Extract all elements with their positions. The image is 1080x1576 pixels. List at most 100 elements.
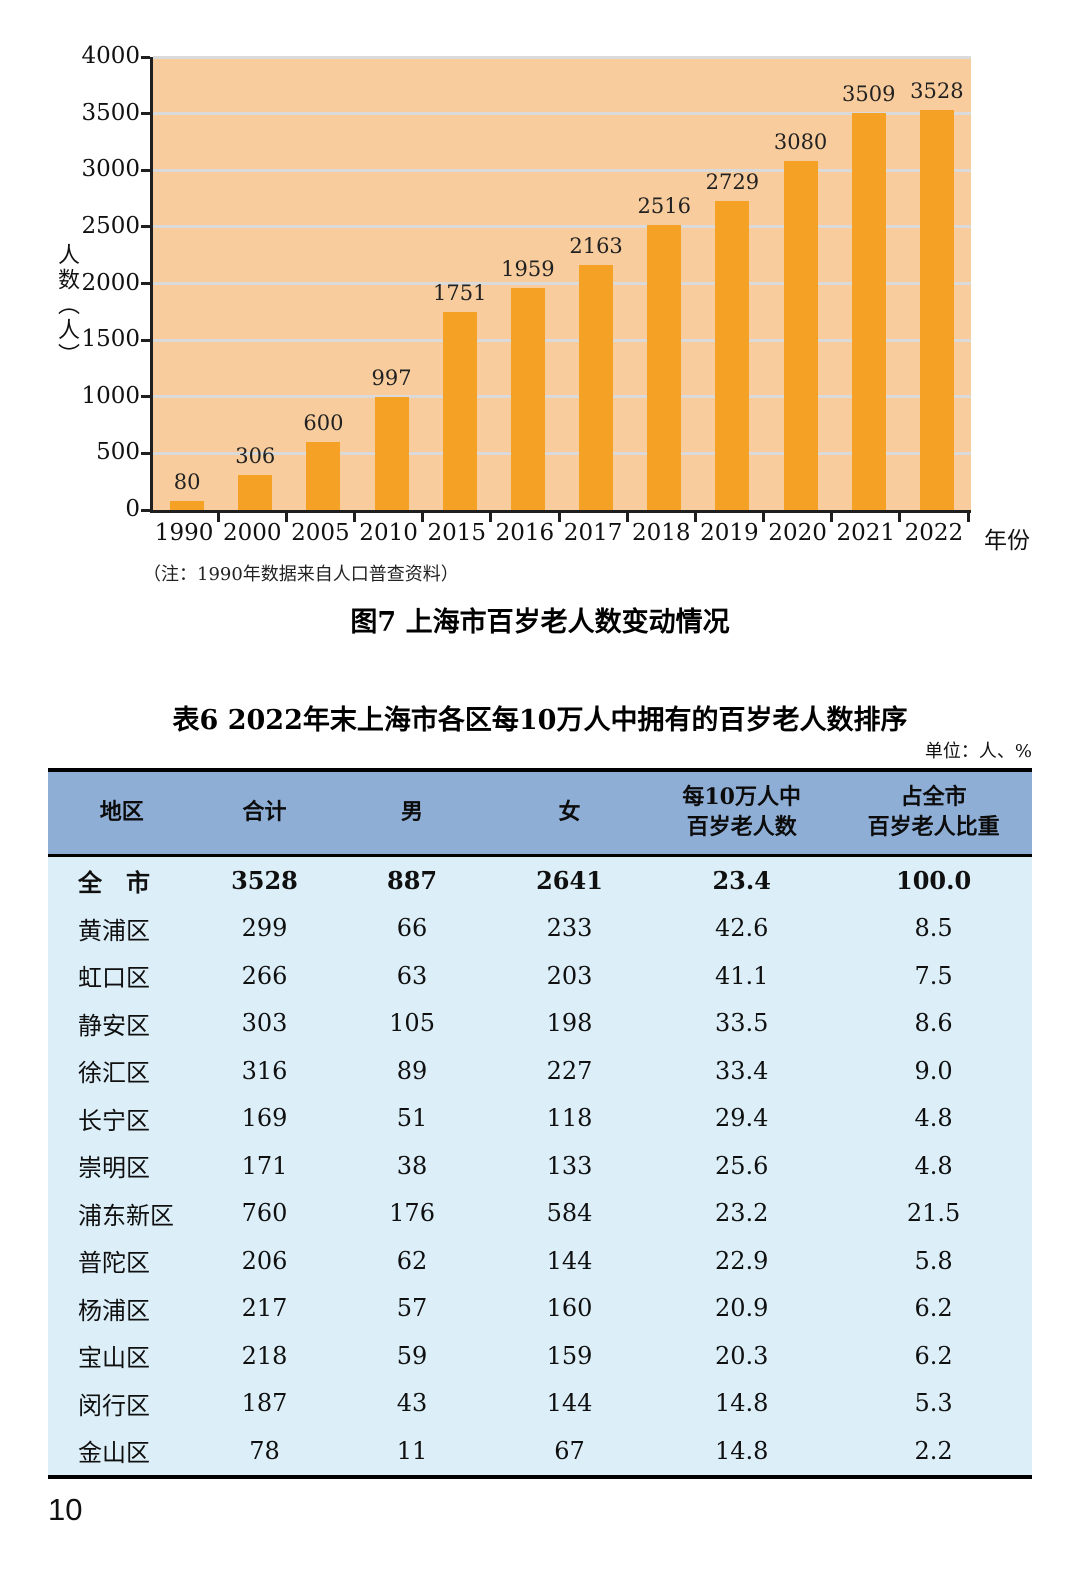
y-axis-tick xyxy=(141,508,150,512)
total-cell: 303 xyxy=(241,1009,288,1038)
bar-value-label: 2163 xyxy=(569,234,623,259)
x-tick-label: 2019 xyxy=(700,520,759,546)
share-cell: 5.8 xyxy=(914,1246,953,1275)
y-axis-tick xyxy=(141,55,150,59)
table-row: 金山区 78 11 67 14.8 2.2 xyxy=(48,1427,1032,1477)
table-row: 黄浦区 299 66 233 42.6 8.5 xyxy=(48,905,1032,953)
bar-2010 xyxy=(374,397,409,510)
x-tick-label: 2000 xyxy=(222,520,282,546)
male-cell: 59 xyxy=(396,1341,428,1370)
x-axis-tick xyxy=(489,513,493,522)
share-cell: 8.5 xyxy=(914,914,953,943)
share-cell: 4.8 xyxy=(914,1104,953,1133)
female-cell: 67 xyxy=(554,1436,585,1465)
header-female: 女 xyxy=(490,770,649,857)
share-cell: 5.3 xyxy=(914,1389,953,1418)
bar-value-label: 3080 xyxy=(773,130,828,155)
plot-area: 80 306 600 997 1751 1959 2163 2516 2729 3080 3509 3… xyxy=(150,55,971,513)
y-axis-title: 人数（人） xyxy=(54,243,79,368)
bar-value-label: 80 xyxy=(173,469,201,494)
per100k-cell: 25.6 xyxy=(714,1151,769,1180)
per100k-cell: 20.3 xyxy=(714,1341,769,1370)
male-cell: 887 xyxy=(387,866,438,896)
y-tick-label: 0 xyxy=(125,496,140,522)
share-cell: 6.2 xyxy=(914,1294,953,1323)
y-axis-tick xyxy=(141,451,150,455)
share-cell: 2.2 xyxy=(914,1436,953,1465)
total-cell: 206 xyxy=(241,1246,288,1275)
table-row: 全 市 3528 887 2641 23.4 100.0 xyxy=(48,856,1032,905)
bar-value-label: 1959 xyxy=(501,257,555,282)
bar-2022 xyxy=(919,110,954,510)
x-axis-tick xyxy=(830,513,834,522)
header-male: 男 xyxy=(333,770,491,857)
x-tick-label: 2021 xyxy=(836,520,896,546)
y-tick-label: 3500 xyxy=(81,99,140,126)
figure7-chart: 人数（人） 80 306 600 997 1751 1959 2163 2516 2729 308… xyxy=(0,0,1080,600)
y-axis-tick xyxy=(141,225,150,229)
female-cell: 584 xyxy=(546,1199,593,1228)
table-row: 普陀区 206 62 144 22.9 5.8 xyxy=(48,1237,1032,1285)
y-tick-label: 3000 xyxy=(81,156,140,183)
x-tick-label: 1990 xyxy=(154,520,214,546)
total-cell: 78 xyxy=(249,1436,280,1465)
y-tick-label: 1000 xyxy=(81,382,140,409)
x-axis-title: 年份 xyxy=(984,528,1030,554)
x-tick-label: 2016 xyxy=(495,520,555,546)
table-row: 徐汇区 316 89 227 33.4 9.0 xyxy=(48,1047,1032,1095)
x-tick-label: 2015 xyxy=(427,520,487,546)
per100k-cell: 29.4 xyxy=(714,1104,769,1133)
figure-caption: 图7 上海市百岁老人数变动情况 xyxy=(350,607,730,638)
table-row: 浦东新区 760 176 584 23.2 21.5 xyxy=(48,1190,1032,1238)
x-axis-tick xyxy=(898,513,902,522)
total-cell: 316 xyxy=(241,1056,288,1085)
total-cell: 171 xyxy=(241,1151,288,1180)
table-row: 长宁区 169 51 118 29.4 4.8 xyxy=(48,1095,1032,1143)
share-cell: 6.2 xyxy=(914,1341,953,1370)
region-cell: 黄浦区 xyxy=(78,916,150,945)
total-cell: 169 xyxy=(241,1104,288,1133)
region-cell: 静安区 xyxy=(78,1011,150,1040)
y-tick-label: 500 xyxy=(96,439,140,466)
y-axis-tick xyxy=(141,282,150,285)
share-cell: 4.8 xyxy=(914,1151,953,1180)
total-cell: 3528 xyxy=(231,866,298,896)
gridline xyxy=(153,395,971,399)
table-row: 宝山区 218 59 159 20.3 6.2 xyxy=(48,1332,1032,1380)
region-cell: 杨浦区 xyxy=(78,1296,150,1325)
region-cell: 崇明区 xyxy=(78,1154,150,1183)
male-cell: 66 xyxy=(396,914,428,943)
x-axis-tick xyxy=(625,513,629,522)
x-axis-tick xyxy=(284,513,288,522)
male-cell: 51 xyxy=(396,1104,428,1133)
male-cell: 63 xyxy=(396,961,428,990)
share-cell: 7.5 xyxy=(914,961,953,990)
gridline xyxy=(153,282,971,285)
y-tick-label: 2000 xyxy=(81,269,140,296)
male-cell: 38 xyxy=(396,1151,428,1180)
total-cell: 760 xyxy=(241,1199,288,1228)
x-axis-tick xyxy=(421,513,425,522)
bar-value-label: 997 xyxy=(371,366,412,391)
male-cell: 11 xyxy=(396,1436,428,1465)
male-cell: 57 xyxy=(396,1294,428,1323)
table-header-row: 地区 合计 男 女 每10万人中 百岁老人数 占全市 百岁老人比重 xyxy=(48,770,1032,857)
female-cell: 203 xyxy=(546,961,593,990)
bar-2000 xyxy=(238,475,273,510)
female-cell: 159 xyxy=(546,1341,593,1370)
bar-value-label: 3509 xyxy=(842,81,896,106)
per100k-cell: 22.9 xyxy=(714,1246,769,1275)
share-cell: 9.0 xyxy=(914,1056,953,1085)
gridline xyxy=(153,451,971,455)
x-tick-label: 2018 xyxy=(631,520,691,546)
gridline xyxy=(153,338,971,342)
bar-1990 xyxy=(170,500,205,510)
per100k-cell: 33.4 xyxy=(714,1056,769,1085)
female-cell: 227 xyxy=(546,1056,593,1085)
total-cell: 217 xyxy=(241,1294,288,1323)
header-share: 占全市 百岁老人比重 xyxy=(835,770,1032,857)
y-axis-tick xyxy=(141,168,150,172)
female-cell: 133 xyxy=(546,1151,593,1180)
bar-2020 xyxy=(783,161,818,510)
female-cell: 144 xyxy=(546,1246,593,1275)
